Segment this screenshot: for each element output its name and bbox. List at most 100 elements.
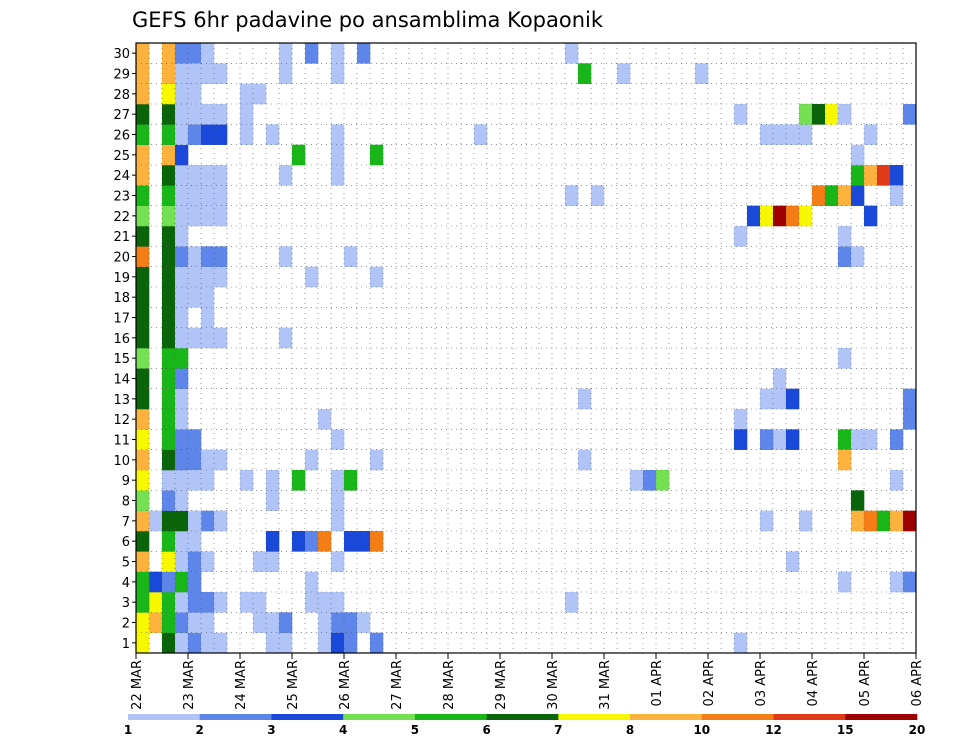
heatmap-cell xyxy=(786,429,800,450)
heatmap-cell xyxy=(175,246,189,267)
heatmap-cell xyxy=(162,226,176,247)
x-tick-label: 29 MAR xyxy=(494,660,509,710)
heatmap-cell xyxy=(292,144,306,166)
heatmap-cell xyxy=(253,551,267,572)
heatmap-cell xyxy=(162,165,176,186)
heatmap-cell xyxy=(175,144,189,166)
heatmap-cell xyxy=(318,531,332,552)
heatmap-cell xyxy=(565,185,579,206)
x-tick-label: 31 MAR xyxy=(598,660,613,710)
heatmap-cell xyxy=(162,144,176,166)
heatmap-cell xyxy=(734,226,748,247)
heatmap-cell xyxy=(903,510,917,532)
heatmap-cell xyxy=(175,348,189,369)
heatmap-cell xyxy=(188,592,202,613)
heatmap-cell xyxy=(318,409,332,430)
heatmap-cell xyxy=(175,551,189,572)
colorbar-swatch xyxy=(343,714,416,720)
heatmap-cell xyxy=(838,185,852,206)
heatmap-cell xyxy=(903,104,917,125)
heatmap-cell xyxy=(136,287,150,308)
heatmap-cell xyxy=(136,226,150,247)
heatmap-cell xyxy=(747,205,761,227)
heatmap-cell xyxy=(786,124,800,145)
heatmap-cell xyxy=(344,246,358,267)
heatmap-cell xyxy=(136,307,150,328)
heatmap-cell xyxy=(214,632,228,654)
heatmap-cell xyxy=(903,409,917,430)
colorbar-swatch xyxy=(271,714,344,720)
heatmap-cell xyxy=(162,571,176,593)
heatmap-cell xyxy=(279,246,293,267)
heatmap-cell xyxy=(890,571,904,593)
y-tick-label: 15 xyxy=(113,352,130,367)
x-tick-label: 03 APR xyxy=(754,660,769,706)
heatmap-cell xyxy=(851,246,865,267)
heatmap-cell xyxy=(370,144,384,166)
heatmap-cell xyxy=(175,632,189,654)
colorbar-label: 20 xyxy=(909,723,926,737)
colorbar-label: 8 xyxy=(626,723,634,737)
colorbar-swatch xyxy=(486,714,559,720)
heatmap-cell xyxy=(331,490,345,511)
heatmap-cell xyxy=(253,612,267,633)
heatmap-cell xyxy=(877,510,891,532)
heatmap-cell xyxy=(851,429,865,450)
heatmap-cell xyxy=(565,43,579,64)
heatmap-cell xyxy=(331,470,345,491)
heatmap-cell xyxy=(188,185,202,206)
heatmap-cell xyxy=(136,612,150,633)
heatmap-cell xyxy=(188,470,202,491)
heatmap-cell xyxy=(188,266,202,288)
heatmap-cell xyxy=(175,409,189,430)
heatmap-cell xyxy=(851,144,865,166)
heatmap-cell xyxy=(760,124,774,145)
heatmap-cell xyxy=(149,612,163,633)
heatmap-cell xyxy=(214,327,228,349)
y-axis: 1234567891011121314151617181920212223242… xyxy=(113,47,136,652)
heatmap-cell xyxy=(201,287,215,308)
grid-lines xyxy=(136,43,916,653)
heatmap-cell xyxy=(890,510,904,532)
heatmap-cell xyxy=(175,571,189,593)
heatmap-cell xyxy=(344,612,358,633)
heatmap-cell xyxy=(214,104,228,125)
heatmap-cell xyxy=(175,612,189,633)
heatmap-cell xyxy=(162,287,176,308)
heatmap-cell xyxy=(136,266,150,288)
heatmap-cell xyxy=(240,83,254,105)
heatmap-cell xyxy=(838,449,852,471)
colorbar-label: 1 xyxy=(124,723,132,737)
heatmap-cell xyxy=(136,409,150,430)
y-tick-label: 5 xyxy=(122,556,130,571)
heatmap-cell xyxy=(578,449,592,471)
heatmap-cell xyxy=(240,104,254,125)
heatmap-cell xyxy=(318,612,332,633)
heatmap-cell xyxy=(292,531,306,552)
y-tick-label: 19 xyxy=(113,271,130,286)
y-tick-label: 26 xyxy=(113,129,130,144)
heatmap-cell xyxy=(175,592,189,613)
heatmap-cell xyxy=(136,165,150,186)
heatmap-cell xyxy=(188,205,202,227)
y-tick-label: 4 xyxy=(122,576,130,591)
heatmap-cell xyxy=(630,470,644,491)
x-tick-label: 28 MAR xyxy=(442,660,457,710)
colorbar-label: 10 xyxy=(693,723,710,737)
heatmap-cell xyxy=(279,43,293,64)
heatmap-cell xyxy=(214,205,228,227)
heatmap-cell xyxy=(331,429,345,450)
heatmap-cell xyxy=(188,246,202,267)
heatmap-cell xyxy=(799,124,813,145)
heatmap-cell xyxy=(162,124,176,145)
heatmap-cell xyxy=(656,470,670,491)
colorbar-swatch xyxy=(128,714,201,720)
heatmap-cell xyxy=(214,63,228,84)
heatmap-cell xyxy=(370,531,384,552)
heatmap-cell xyxy=(136,348,150,369)
heatmap-cell xyxy=(162,531,176,552)
heatmap-cell xyxy=(331,165,345,186)
heatmap-cell xyxy=(266,551,280,572)
y-tick-label: 27 xyxy=(113,108,130,123)
heatmap-cell xyxy=(253,83,267,105)
